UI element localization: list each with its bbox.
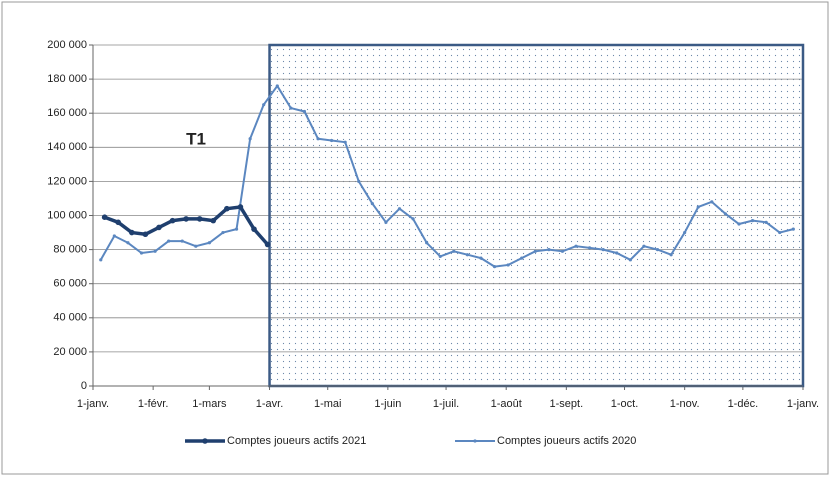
- point: [101, 214, 108, 221]
- x-tick-label: 1-nov.: [670, 398, 700, 410]
- point: [683, 230, 687, 235]
- point: [750, 219, 755, 223]
- y-tick-label: 160 000: [47, 107, 87, 119]
- point: [237, 204, 244, 210]
- point: [196, 216, 203, 222]
- x-tick-label: 1-déc.: [728, 398, 759, 410]
- x-tick-label: 1-mai: [314, 398, 342, 410]
- y-tick-label: 140 000: [47, 141, 87, 153]
- point: [343, 140, 347, 144]
- point: [183, 216, 189, 222]
- point: [153, 249, 157, 253]
- point: [142, 231, 149, 238]
- point: [167, 239, 171, 243]
- y-tick-label: 0: [81, 380, 87, 392]
- point: [207, 241, 211, 245]
- point: [262, 103, 266, 107]
- legend-marker: [202, 438, 208, 444]
- point: [425, 241, 429, 245]
- x-tick-label: 1-janv.: [787, 398, 819, 410]
- y-tick-label: 180 000: [47, 73, 87, 85]
- point: [452, 249, 456, 253]
- x-tick-label: 1-janv.: [77, 398, 109, 410]
- legend-label: Comptes joueurs actifs 2020: [497, 435, 636, 447]
- point: [438, 254, 442, 259]
- point: [210, 217, 217, 224]
- point: [370, 201, 374, 206]
- point: [615, 251, 619, 255]
- point: [560, 249, 565, 253]
- point: [221, 230, 225, 235]
- annotation: T1: [186, 129, 206, 148]
- point: [234, 227, 239, 231]
- point: [655, 248, 660, 252]
- point: [128, 229, 135, 236]
- point: [669, 253, 673, 257]
- x-tick-label: 1-juil.: [433, 398, 459, 410]
- point: [194, 244, 198, 248]
- point: [115, 219, 122, 226]
- point: [156, 224, 162, 231]
- point: [465, 253, 469, 257]
- point: [251, 226, 257, 232]
- x-tick-label: 1-juin: [374, 398, 401, 410]
- x-tick-label: 1-févr.: [138, 398, 169, 410]
- point: [506, 263, 510, 267]
- x-tick-label: 1-avr.: [256, 398, 284, 410]
- point: [723, 212, 728, 216]
- point: [264, 241, 271, 248]
- y-tick-label: 20 000: [53, 346, 87, 358]
- x-tick-label: 1-août: [491, 398, 522, 410]
- point: [112, 234, 116, 238]
- y-tick-label: 80 000: [53, 244, 87, 256]
- point: [642, 244, 646, 248]
- point: [764, 220, 768, 224]
- point: [533, 249, 537, 253]
- point: [126, 241, 130, 245]
- legend-marker: [473, 439, 477, 443]
- point: [384, 220, 388, 224]
- point: [411, 217, 415, 221]
- point: [275, 84, 279, 88]
- y-tick-label: 60 000: [53, 278, 87, 290]
- x-tick-label: 1-sept.: [550, 398, 584, 410]
- y-tick-label: 40 000: [53, 312, 87, 324]
- point: [357, 179, 361, 183]
- point: [791, 227, 795, 231]
- point: [289, 106, 293, 110]
- y-tick-label: 100 000: [47, 209, 87, 221]
- x-tick-label: 1-mars: [192, 398, 227, 410]
- y-tick-label: 120 000: [47, 175, 87, 187]
- point: [547, 248, 551, 252]
- point: [601, 248, 605, 252]
- point: [397, 207, 402, 211]
- point: [588, 246, 592, 250]
- point: [99, 258, 103, 262]
- point: [696, 205, 700, 209]
- point: [778, 230, 782, 235]
- x-tick-label: 1-oct.: [611, 398, 639, 410]
- point: [316, 137, 320, 141]
- point: [574, 244, 578, 248]
- point: [330, 138, 334, 143]
- point: [710, 200, 714, 204]
- point: [479, 256, 483, 260]
- point: [520, 256, 524, 260]
- point: [737, 222, 741, 226]
- point: [492, 265, 497, 269]
- point: [180, 239, 184, 243]
- y-tick-label: 200 000: [47, 39, 87, 51]
- series-line: [99, 84, 794, 268]
- point: [248, 137, 252, 141]
- legend-label: Comptes joueurs actifs 2021: [227, 435, 366, 447]
- point: [139, 251, 144, 255]
- point: [169, 217, 176, 224]
- point: [628, 258, 632, 262]
- point: [302, 109, 307, 114]
- point: [224, 205, 230, 212]
